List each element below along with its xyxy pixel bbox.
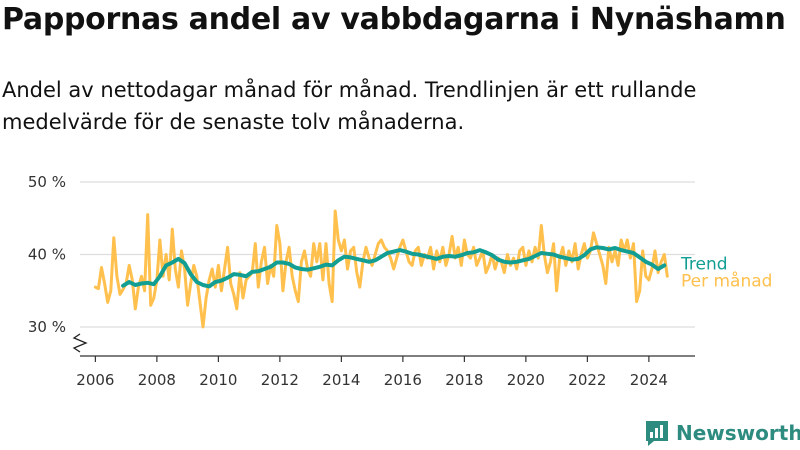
x-tick-label: 2010 [199, 371, 237, 389]
y-tick-label: 30 % [28, 318, 66, 336]
x-tick-label: 2006 [76, 371, 114, 389]
x-tick-label: 2024 [630, 371, 668, 389]
x-tick-label: 2014 [322, 371, 360, 389]
x-tick-label: 2012 [261, 371, 299, 389]
x-tick-label: 2016 [384, 371, 422, 389]
x-axis: 2006 2008 2010 2012 2014 2016 2018 2020 2022 2024 [72, 333, 695, 389]
x-tick-label: 2008 [138, 371, 176, 389]
brand-logo: Newsworthy [644, 419, 800, 447]
series-line-0 [93, 209, 669, 329]
series-line-1 [121, 245, 667, 289]
gridlines: 30 % 40 % 50 % [28, 173, 695, 336]
axis-break-icon [72, 333, 88, 353]
x-tick-label: 2018 [445, 371, 483, 389]
y-tick-label: 40 % [28, 246, 66, 264]
page-title: Pappornas andel av vabbdagarna i Nynäsha… [2, 2, 786, 37]
brand-name: Newsworthy [676, 421, 800, 445]
legend-label-trend: Trend [680, 254, 728, 274]
legend-label-monthly: Per månad [681, 270, 772, 291]
x-tick-label: 2020 [507, 371, 545, 389]
x-tick-label: 2022 [568, 371, 606, 389]
y-tick-label: 50 % [28, 173, 66, 191]
newsworthy-logo-icon [646, 421, 668, 446]
page-subtitle: Andel av nettodagar månad för månad. Tre… [2, 78, 697, 134]
series-lines [93, 209, 669, 329]
